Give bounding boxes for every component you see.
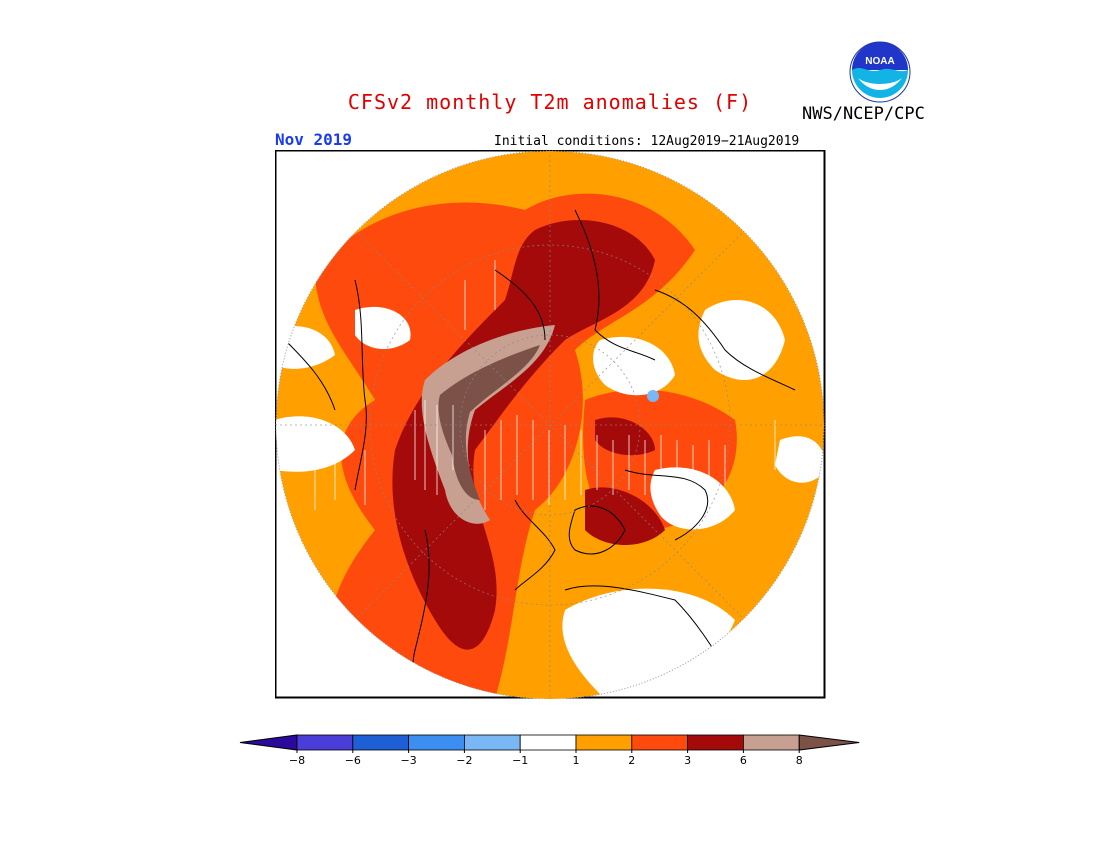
- colorbar-tick-label: −8: [289, 754, 305, 767]
- colorbar-box: [463, 734, 521, 751]
- colorbar-tick-label: −3: [400, 754, 416, 767]
- colorbar-tick-label: 1: [573, 754, 580, 767]
- colorbar-box: [519, 734, 577, 751]
- colorbar-box: [408, 734, 465, 751]
- anomaly-field: [276, 151, 824, 699]
- colorbar-tick-label: −1: [512, 754, 528, 767]
- colorbar-tick-label: 3: [684, 754, 691, 767]
- colorbar: −8 −6 −3 −2 −1 1 2 3 6 8: [239, 734, 860, 767]
- agency-label: NWS/NCEP/CPC: [802, 104, 925, 124]
- colorbar-box: [742, 734, 800, 751]
- noaa-logo-icon: NOAA: [849, 41, 911, 103]
- initial-conditions: Initial conditions: 12Aug2019−21Aug2019: [494, 134, 800, 149]
- colorbar-box: [687, 734, 744, 751]
- colorbar-arrow-low: [239, 734, 298, 751]
- colorbar-tick-label: −6: [345, 754, 361, 767]
- colorbar-tick-label: −2: [456, 754, 472, 767]
- forecast-period: Nov 2019: [275, 130, 353, 149]
- colorbar-tick-label: 8: [796, 754, 803, 767]
- colorbar-tick-label: 6: [740, 754, 747, 767]
- noaa-logo-text: NOAA: [865, 56, 894, 67]
- colorbar-tick-label: 2: [628, 754, 635, 767]
- polar-anomaly-map: [275, 150, 826, 699]
- colorbar-box: [631, 734, 688, 751]
- colorbar-box: [296, 734, 354, 751]
- colorbar-box: [352, 734, 410, 751]
- colorbar-box: [575, 734, 633, 751]
- colorbar-arrow-high: [798, 734, 860, 751]
- map-title: CFSv2 monthly T2m anomalies (F): [347, 90, 753, 114]
